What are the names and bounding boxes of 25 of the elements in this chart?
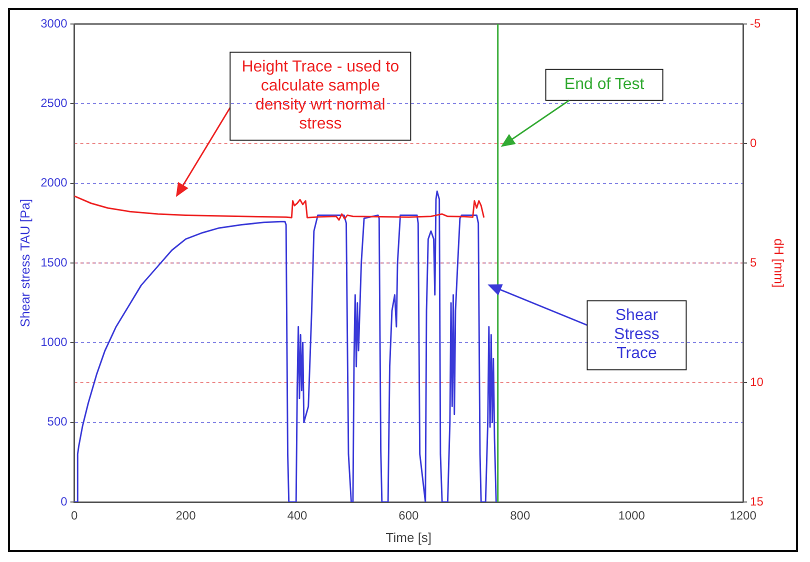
x-tick-label: 200	[176, 508, 196, 523]
annotation: Shear Stress Trace	[614, 307, 660, 362]
x-axis-title: Time [s]	[386, 530, 432, 545]
y-tick-label: 500	[47, 414, 68, 429]
y2-tick-label: -5	[750, 16, 762, 30]
y2-tick-label: 15	[750, 494, 764, 508]
y-tick-label: 0	[60, 494, 68, 508]
x-tick-label: 1200	[730, 508, 757, 523]
y-axis-title: Shear stress TAU [Pa]	[17, 198, 32, 328]
y-tick-label: 2000	[40, 176, 68, 190]
y-tick-label: 3000	[40, 16, 68, 30]
y-tick-label: 1000	[40, 334, 68, 349]
ref-line-label: End of Test	[564, 76, 645, 93]
y-tick-label: 2500	[40, 96, 68, 110]
y2-tick-label: 10	[750, 374, 764, 389]
y-tick-label: 1500	[40, 255, 68, 270]
y2-axis-title: dH [mm]	[772, 238, 787, 288]
x-tick-label: 800	[510, 508, 530, 523]
x-tick-label: 0	[70, 508, 78, 523]
x-tick-label: 600	[398, 508, 420, 523]
y2-tick-label: 0	[750, 136, 758, 150]
x-tick-label: 400	[287, 508, 308, 523]
annotation: Height Trace - used to calculate sample density wrt normal stress	[242, 58, 400, 133]
y2-tick-label: 5	[750, 255, 758, 270]
x-tick-label: 1000	[618, 508, 646, 523]
